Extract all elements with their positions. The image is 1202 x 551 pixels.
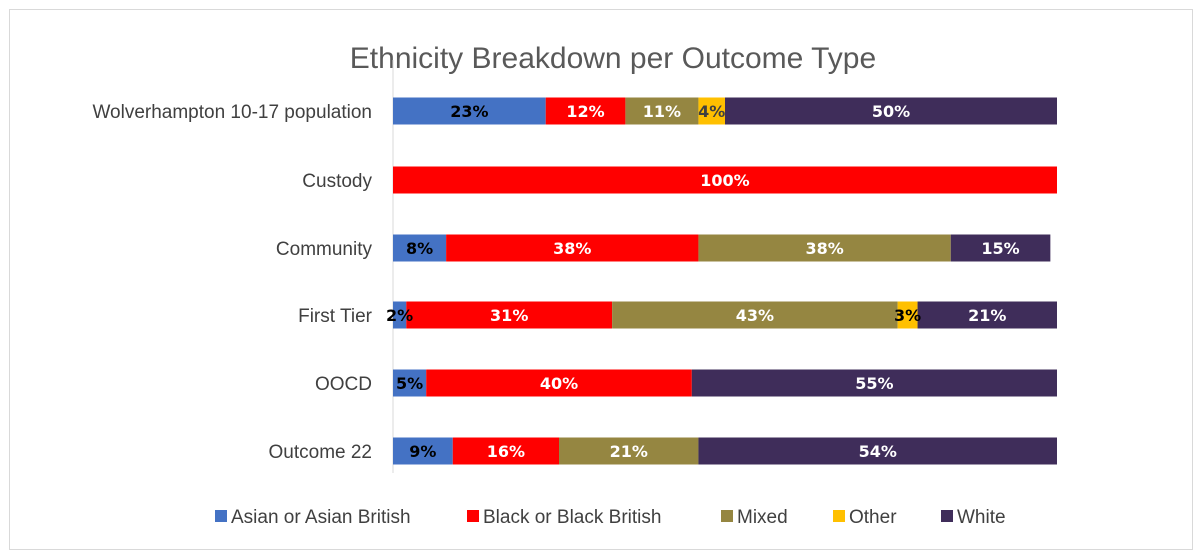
legend-label-asian-or-asian-british: Asian or Asian British (231, 507, 411, 528)
data-label-mixed-wolverhampton-10-17-population: 11% (643, 102, 681, 121)
bar-black-or-black-british-first-tier (406, 301, 613, 329)
bar-black-or-black-british-wolverhampton-10-17-population (545, 97, 626, 125)
data-label-other-first-tier: 3% (894, 306, 921, 325)
legend-swatch-other (833, 510, 845, 522)
bar-asian-or-asian-british-wolverhampton-10-17-population (393, 97, 546, 125)
bar-black-or-black-british-custody (393, 166, 1057, 194)
data-label-black-or-black-british-wolverhampton-10-17-population: 12% (566, 102, 604, 121)
data-label-asian-or-asian-british-first-tier: 2% (386, 306, 413, 325)
category-label-wolverhampton-10-17-population: Wolverhampton 10-17 population (92, 102, 372, 123)
data-label-white-oocd: 55% (855, 374, 893, 393)
bar-white-wolverhampton-10-17-population (725, 97, 1057, 125)
bar-mixed-first-tier (612, 301, 898, 329)
legend-label-white: White (957, 507, 1006, 528)
legend: Asian or Asian British Black or Black Bri… (215, 507, 1006, 528)
category-label-outcome-22: Outcome 22 (269, 442, 373, 463)
data-label-white-outcome-22: 54% (859, 442, 897, 461)
bar-black-or-black-british-outcome-22 (452, 437, 559, 465)
bar-other-first-tier (897, 301, 918, 329)
bar-mixed-community (698, 234, 951, 262)
data-label-black-or-black-british-outcome-22: 16% (487, 442, 525, 461)
data-label-black-or-black-british-custody: 100% (700, 171, 749, 190)
data-label-black-or-black-british-first-tier: 31% (490, 306, 528, 325)
data-label-asian-or-asian-british-outcome-22: 9% (409, 442, 436, 461)
category-label-first-tier: First Tier (298, 306, 373, 327)
category-labels: Wolverhampton 10-17 population Custody Com… (92, 102, 372, 463)
data-label-white-first-tier: 21% (968, 306, 1006, 325)
data-label-mixed-community: 38% (805, 239, 843, 258)
chart-svg: Ethnicity Breakdown per Outcome Type Wol… (92, 42, 1057, 528)
bar-white-community (950, 234, 1051, 262)
legend-swatch-mixed (721, 510, 733, 522)
data-label-black-or-black-british-community: 38% (553, 239, 591, 258)
data-label-other-wolverhampton-10-17-population: 4% (698, 102, 725, 121)
bar-white-oocd (691, 369, 1057, 397)
data-label-white-community: 15% (981, 239, 1019, 258)
data-label-asian-or-asian-british-community: 8% (406, 239, 433, 258)
bars (393, 97, 1057, 465)
legend-label-mixed: Mixed (737, 507, 788, 528)
chart-title: Ethnicity Breakdown per Outcome Type (350, 42, 876, 75)
legend-label-black-or-black-british: Black or Black British (483, 507, 661, 528)
bar-black-or-black-british-oocd (426, 369, 692, 397)
bar-black-or-black-british-community (446, 234, 699, 262)
data-label-asian-or-asian-british-oocd: 5% (396, 374, 423, 393)
data-labels: 23% 12% 11% 4% 50% 100% 8% 38% 38% 15% 2% 31% 43% 3% 2… (386, 102, 1020, 461)
category-label-community: Community (276, 239, 373, 260)
bar-asian-or-asian-british-oocd (393, 369, 427, 397)
legend-swatch-white (941, 510, 953, 522)
bar-asian-or-asian-british-outcome-22 (393, 437, 453, 465)
legend-swatch-asian-or-asian-british (215, 510, 227, 522)
bar-other-wolverhampton-10-17-population (698, 97, 725, 125)
data-label-mixed-first-tier: 43% (736, 306, 774, 325)
data-label-white-wolverhampton-10-17-population: 50% (872, 102, 910, 121)
legend-label-other: Other (849, 507, 897, 528)
bar-white-outcome-22 (698, 437, 1057, 465)
legend-swatch-black-or-black-british (467, 510, 479, 522)
category-label-oocd: OOCD (315, 374, 372, 395)
bar-white-first-tier (917, 301, 1057, 329)
chart-frame: Ethnicity Breakdown per Outcome Type Wol… (9, 9, 1193, 550)
data-label-black-or-black-british-oocd: 40% (540, 374, 578, 393)
bar-mixed-outcome-22 (559, 437, 699, 465)
bar-asian-or-asian-british-community (393, 234, 447, 262)
bar-mixed-wolverhampton-10-17-population (625, 97, 699, 125)
bar-asian-or-asian-british-first-tier (393, 301, 407, 329)
data-label-asian-or-asian-british-wolverhampton-10-17-population: 23% (450, 102, 488, 121)
category-label-custody: Custody (302, 171, 372, 192)
data-label-mixed-outcome-22: 21% (610, 442, 648, 461)
